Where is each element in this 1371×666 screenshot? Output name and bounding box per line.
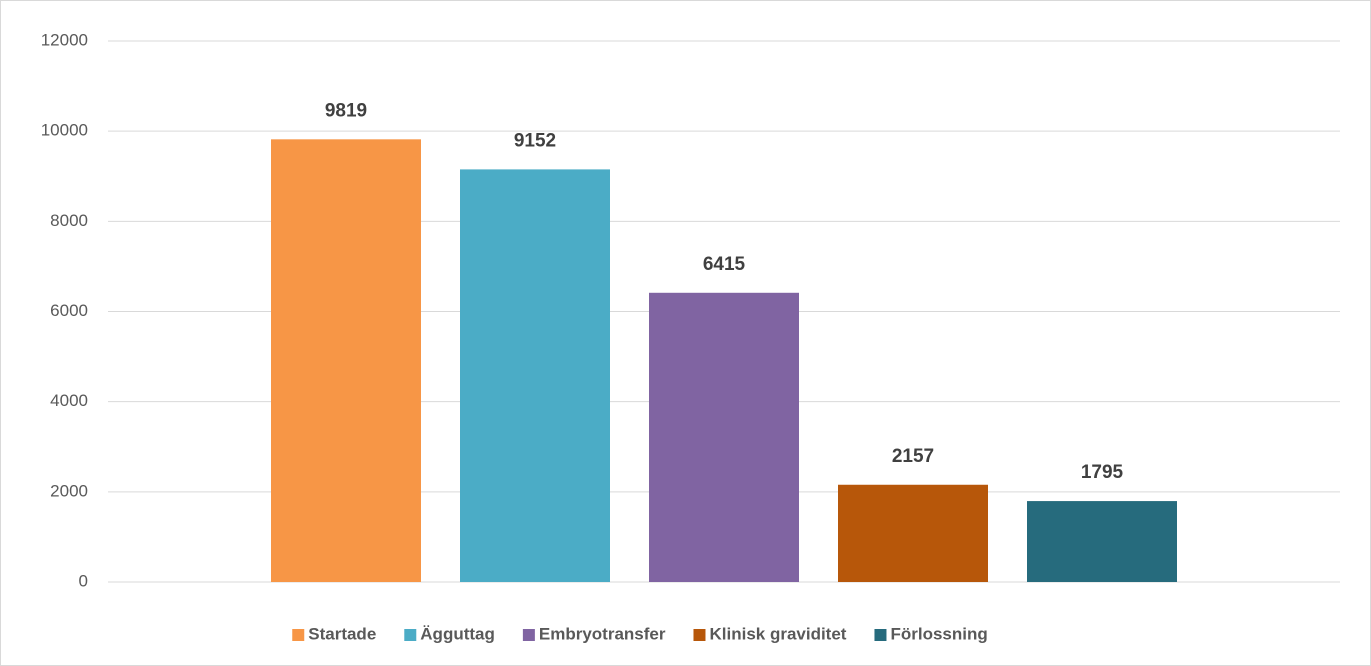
legend-label: Förlossning <box>890 624 987 643</box>
bar <box>838 484 988 582</box>
bar <box>460 169 610 582</box>
data-label: 6415 <box>703 254 746 275</box>
y-tick-label: 4000 <box>50 391 88 410</box>
y-tick-label: 12000 <box>41 30 88 49</box>
y-tick-label: 10000 <box>41 121 88 140</box>
data-label: 1795 <box>1081 462 1124 483</box>
legend-swatch <box>404 629 417 641</box>
legend-swatch <box>522 629 535 641</box>
bar <box>649 292 799 582</box>
y-tick-label: 6000 <box>50 301 88 320</box>
legend-swatch <box>874 629 887 641</box>
bar <box>1027 501 1177 582</box>
data-label: 2157 <box>892 446 934 467</box>
legend-swatch <box>292 629 305 641</box>
y-tick-label: 2000 <box>50 481 88 500</box>
data-label: 9152 <box>514 130 556 151</box>
legend-label: Klinisk graviditet <box>709 624 846 643</box>
data-label: 9819 <box>325 100 367 121</box>
y-tick-label: 8000 <box>50 211 88 230</box>
y-tick-label: 0 <box>79 571 88 590</box>
legend-label: Startade <box>308 624 376 643</box>
legend-label: Embryotransfer <box>539 624 666 643</box>
bar <box>271 139 421 582</box>
legend-label: Ägguttag <box>420 624 495 643</box>
legend-swatch <box>693 629 706 641</box>
